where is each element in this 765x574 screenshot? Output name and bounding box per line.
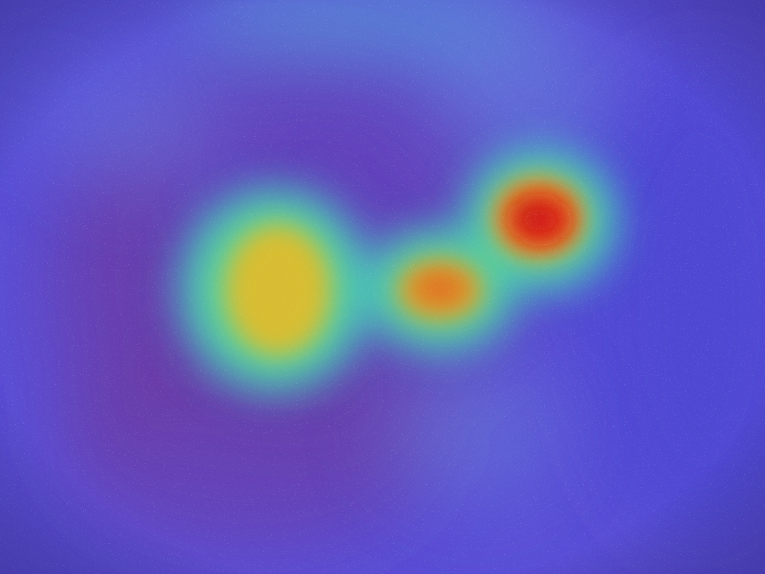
vignette bbox=[0, 0, 765, 574]
heatmap-image bbox=[0, 0, 765, 574]
heatmap-canvas bbox=[0, 0, 765, 574]
